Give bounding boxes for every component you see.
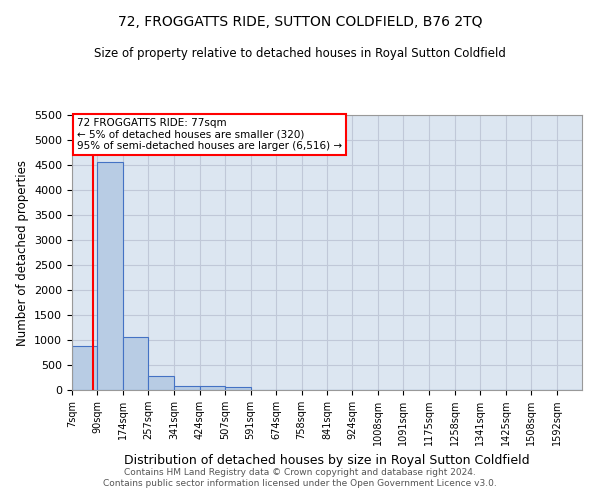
Bar <box>148 376 174 390</box>
Bar <box>123 337 148 390</box>
Y-axis label: Number of detached properties: Number of detached properties <box>16 160 29 346</box>
Bar <box>225 387 251 390</box>
X-axis label: Distribution of detached houses by size in Royal Sutton Coldfield: Distribution of detached houses by size … <box>124 454 530 466</box>
Bar <box>72 346 97 390</box>
Bar <box>199 386 225 390</box>
Text: 72 FROGGATTS RIDE: 77sqm
← 5% of detached houses are smaller (320)
95% of semi-d: 72 FROGGATTS RIDE: 77sqm ← 5% of detache… <box>77 118 342 151</box>
Text: Size of property relative to detached houses in Royal Sutton Coldfield: Size of property relative to detached ho… <box>94 48 506 60</box>
Bar <box>97 162 123 390</box>
Bar <box>174 386 199 390</box>
Text: Contains HM Land Registry data © Crown copyright and database right 2024.
Contai: Contains HM Land Registry data © Crown c… <box>103 468 497 487</box>
Text: 72, FROGGATTS RIDE, SUTTON COLDFIELD, B76 2TQ: 72, FROGGATTS RIDE, SUTTON COLDFIELD, B7… <box>118 15 482 29</box>
